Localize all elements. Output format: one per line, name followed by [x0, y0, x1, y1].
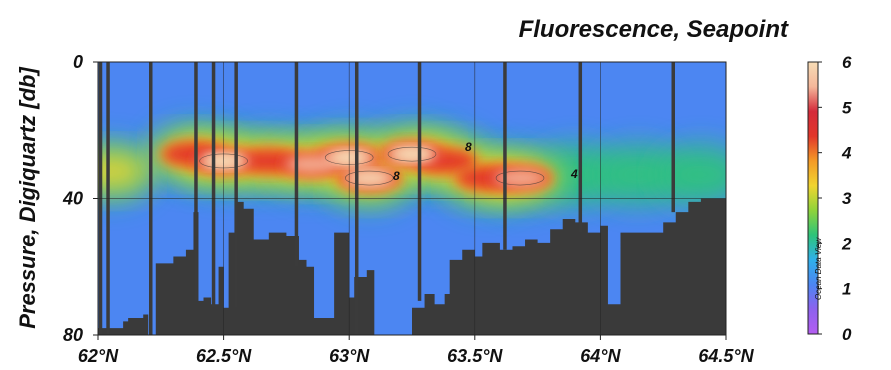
contour-line — [495, 170, 545, 186]
fluorescence-field — [98, 124, 726, 209]
y-tick-label: 0 — [73, 52, 83, 72]
field-blob — [654, 144, 726, 205]
contour-label: 8 — [465, 140, 472, 154]
field-blob — [494, 169, 547, 188]
contour-line — [344, 170, 394, 186]
colorbar-tick-label: 6 — [842, 53, 852, 72]
contour-label: 8 — [393, 169, 400, 183]
field-blob — [349, 172, 390, 185]
y-tick-label: 40 — [62, 189, 83, 209]
colorbar-tick-label: 5 — [842, 98, 852, 117]
colorbar-tick-label: 2 — [841, 234, 852, 253]
odv-watermark: Ocean Data View — [814, 237, 823, 300]
colorbar: 0 1 2 3 4 5 6 Ocean Data View — [807, 53, 852, 344]
x-tick-label: 62°N — [78, 346, 119, 366]
x-tick-label: 64.5°N — [698, 346, 754, 366]
grid-lines — [98, 62, 726, 335]
contour-line — [387, 146, 437, 162]
x-tick-label: 62.5°N — [196, 346, 252, 366]
chart-title: Fluorescence, Seapoint — [519, 16, 789, 43]
y-tick-label: 80 — [63, 325, 83, 345]
x-tick-label: 63°N — [329, 346, 370, 366]
field-blob — [398, 150, 426, 159]
colorbar-tick-label: 3 — [842, 189, 852, 208]
x-tick-label: 64°N — [580, 346, 621, 366]
y-axis-title: Pressure, Digiquartz [db] — [15, 67, 40, 329]
plot-area — [98, 62, 726, 335]
colorbar-tick-label: 1 — [842, 280, 851, 299]
colorbar-tick-label: 0 — [842, 325, 852, 344]
contour-label: 4 — [570, 167, 578, 181]
colorbar-tick-label: 4 — [841, 144, 852, 163]
colorbar-ticks: 0 1 2 3 4 5 6 — [818, 53, 852, 344]
seafloor-bathymetry — [98, 198, 726, 335]
contour-labels: 8 8 4 — [393, 140, 578, 183]
x-axis: 62°N 62.5°N 63°N 63.5°N 64°N 64.5°N — [78, 335, 755, 366]
y-axis: 0 40 80 — [62, 52, 98, 345]
x-tick-label: 63.5°N — [447, 346, 503, 366]
field-blob — [98, 151, 151, 192]
